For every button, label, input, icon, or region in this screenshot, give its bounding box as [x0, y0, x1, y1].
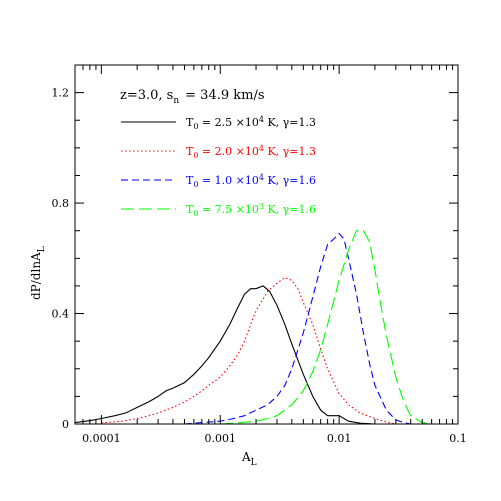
- x-tick-label: 0.1: [449, 432, 467, 445]
- series-line-1: [75, 285, 375, 424]
- x-tick-label: 0.01: [327, 432, 352, 445]
- axes: 0.0001 0.001 0.01 0.1 0 0.4 0.8 1.2: [52, 64, 467, 445]
- chart-header: z=3.0, sn = 34.9 km/s: [120, 88, 265, 106]
- legend-entry-1: T0 = 2.5 ×104 K, γ=1.3: [186, 115, 316, 131]
- y-tick-label: 1.2: [52, 87, 70, 100]
- series-line-3: [184, 232, 411, 424]
- y-tick-label: 0: [62, 418, 69, 431]
- legend-entry-2: T0 = 2.0 ×104 K, γ=1.3: [186, 144, 316, 160]
- x-tick-label: 0.0001: [82, 432, 121, 445]
- y-axis-label: dP/dlnAL: [29, 246, 47, 300]
- series-line-2: [101, 276, 396, 424]
- curves: [75, 230, 432, 424]
- plot-frame: [74, 64, 459, 425]
- legend-entry-4: T0 = 7.5 ×103 K, γ=1.6: [186, 202, 316, 218]
- x-axis-label: AL: [241, 450, 257, 468]
- y-tick-label: 0.4: [52, 308, 70, 321]
- legend: T0 = 2.5 ×104 K, γ=1.3 T0 = 2.0 ×104 K, γ…: [121, 115, 316, 218]
- series-line-4: [220, 230, 432, 424]
- x-tick-label: 0.001: [204, 432, 236, 445]
- legend-entry-3: T0 = 1.0 ×104 K, γ=1.6: [186, 173, 316, 189]
- y-tick-label: 0.8: [52, 197, 70, 210]
